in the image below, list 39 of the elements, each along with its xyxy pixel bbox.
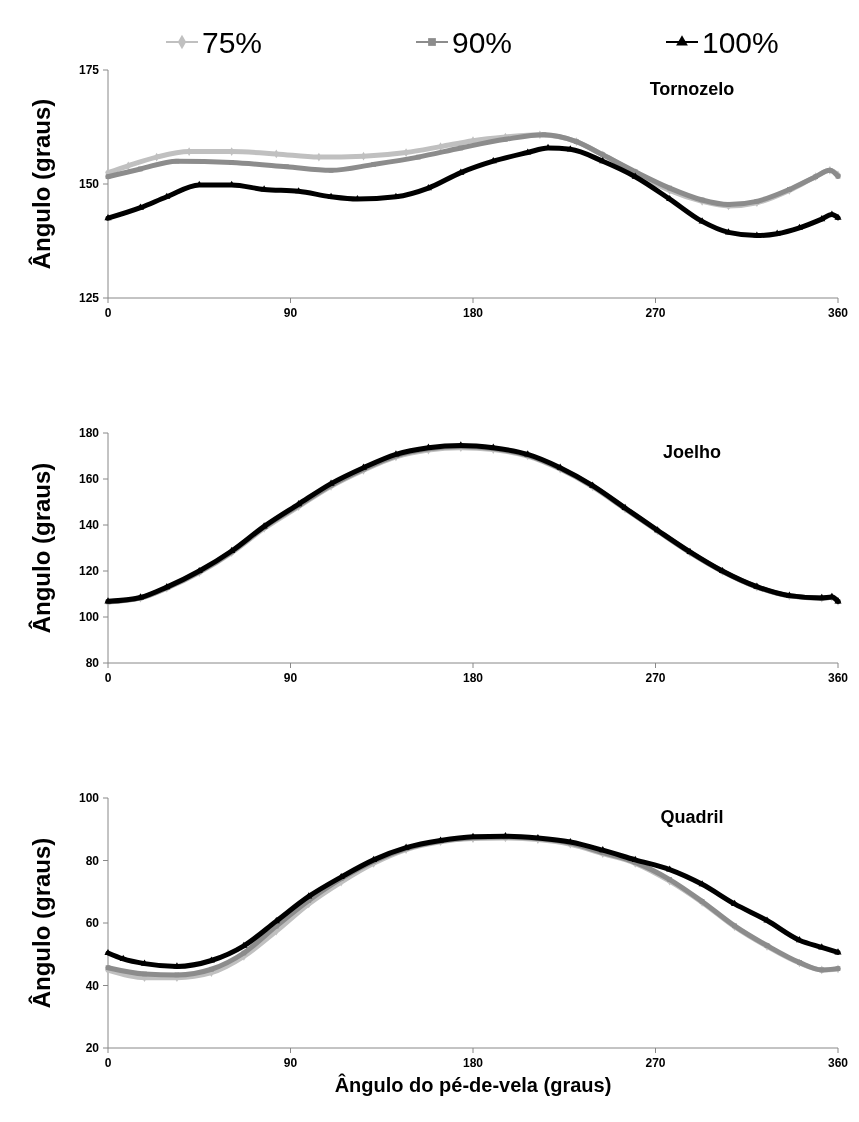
x-tick-label: 90: [283, 1056, 298, 1070]
y-tick-label: 60: [85, 916, 100, 931]
x-tick-label: 180: [462, 306, 484, 320]
y-tick-label: 160: [78, 472, 100, 487]
x-tick-label: 180: [462, 671, 484, 685]
x-tick-label: 270: [645, 1056, 666, 1070]
y-axis-title: Ângulo (graus): [28, 462, 55, 634]
legend-label: 90%: [452, 25, 513, 59]
x-tick-label: 0: [104, 1056, 112, 1070]
y-tick-label: 80: [85, 656, 100, 671]
text: Tornozelo: [649, 79, 735, 99]
y-tick-label: 20: [85, 1041, 100, 1056]
text: Joelho: [662, 442, 722, 462]
y-tick-label: 125: [78, 291, 100, 306]
x-tick-label: 180: [462, 1056, 484, 1070]
x-tick-label: 90: [283, 306, 298, 320]
x-tick-label: 270: [645, 671, 666, 685]
x-tick-label: 360: [827, 1056, 849, 1070]
y-tick-label: 80: [85, 853, 100, 868]
x-tick-label: 360: [827, 306, 849, 320]
text: Quadril: [660, 807, 724, 827]
x-tick-label: 270: [645, 306, 666, 320]
y-tick-label: 40: [85, 978, 100, 993]
y-tick-label: 100: [78, 791, 100, 806]
x-tick-label: 90: [283, 671, 298, 685]
y-tick-label: 120: [78, 564, 100, 579]
legend-label: 75%: [202, 25, 263, 59]
legend-label: 100%: [702, 25, 779, 59]
y-axis-title: Ângulo (graus): [28, 98, 55, 270]
y-tick-label: 180: [78, 426, 100, 441]
x-tick-label: 0: [104, 671, 112, 685]
x-tick-label: 360: [827, 671, 849, 685]
y-tick-label: 140: [78, 518, 100, 533]
y-tick-label: 100: [78, 610, 100, 625]
y-axis-title: Ângulo (graus): [28, 837, 55, 1009]
y-tick-label: 175: [78, 63, 100, 78]
x-axis-title: Ângulo do pé-de-vela (graus): [334, 1073, 612, 1096]
x-tick-label: 0: [104, 306, 112, 320]
y-tick-label: 150: [78, 177, 100, 192]
